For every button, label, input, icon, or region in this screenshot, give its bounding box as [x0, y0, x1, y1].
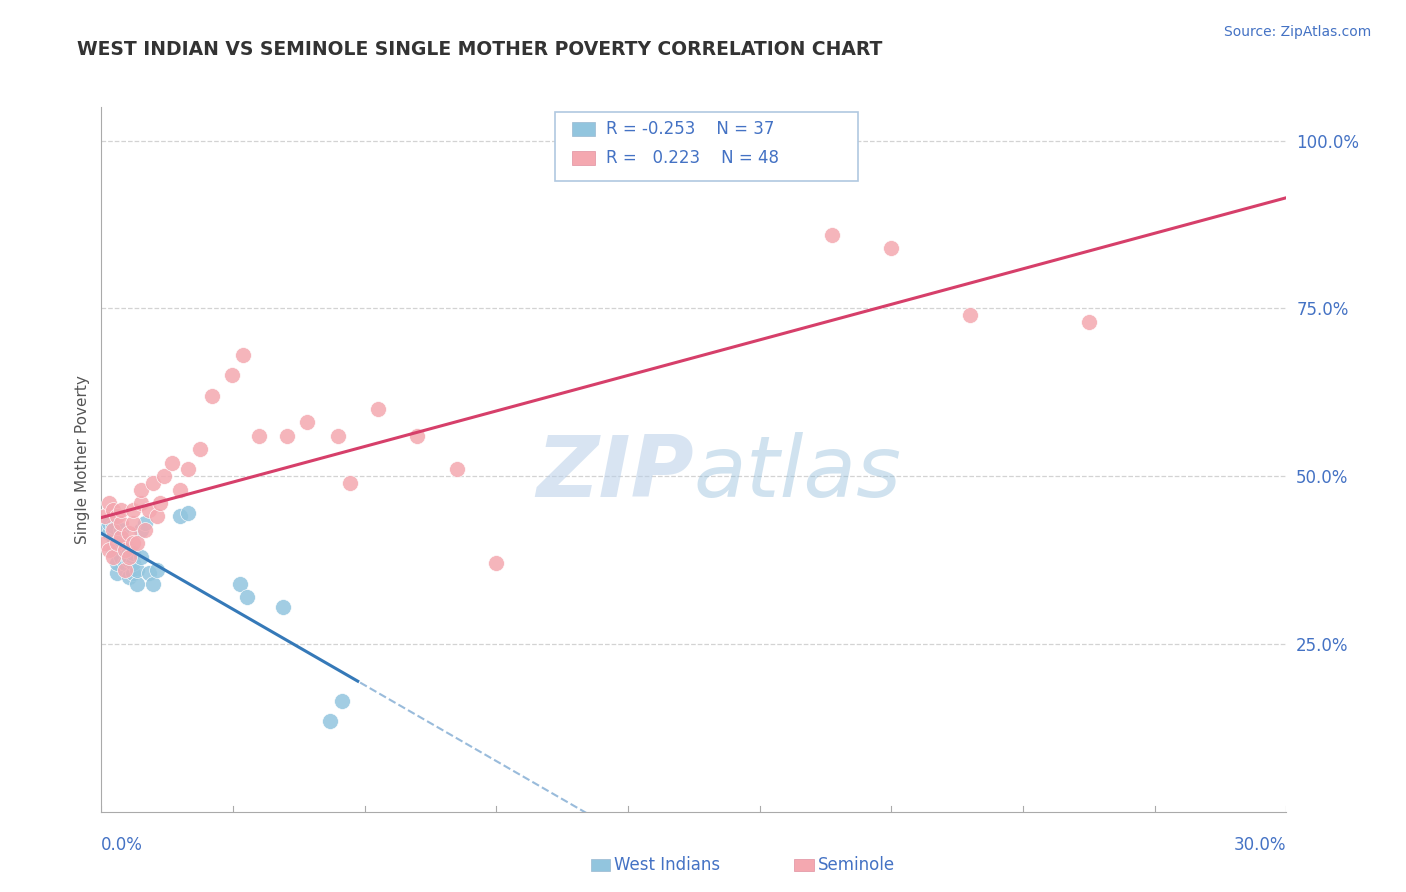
- Point: [134, 523, 156, 537]
- Point: [118, 553, 141, 567]
- Text: West Indians: West Indians: [614, 856, 720, 874]
- Point: [121, 566, 143, 581]
- Point: [169, 509, 191, 524]
- Point: [142, 475, 165, 490]
- Point: [129, 523, 152, 537]
- Point: [110, 523, 132, 537]
- Point: [114, 543, 136, 558]
- Point: [406, 429, 429, 443]
- Point: [98, 526, 121, 541]
- Point: [94, 509, 117, 524]
- Point: [271, 600, 294, 615]
- Point: [232, 348, 254, 362]
- Point: [330, 694, 353, 708]
- Point: [367, 402, 389, 417]
- Point: [149, 496, 172, 510]
- Point: [110, 516, 132, 530]
- Text: Seminole: Seminole: [818, 856, 896, 874]
- Point: [121, 557, 143, 571]
- Point: [114, 536, 136, 550]
- Point: [121, 502, 143, 516]
- Point: [105, 557, 128, 571]
- Point: [125, 576, 148, 591]
- Point: [118, 526, 141, 541]
- Point: [105, 566, 128, 581]
- Point: [138, 566, 160, 581]
- Point: [110, 530, 132, 544]
- Text: Source: ZipAtlas.com: Source: ZipAtlas.com: [1223, 25, 1371, 39]
- Text: WEST INDIAN VS SEMINOLE SINGLE MOTHER POVERTY CORRELATION CHART: WEST INDIAN VS SEMINOLE SINGLE MOTHER PO…: [77, 40, 883, 59]
- Point: [1078, 315, 1101, 329]
- Point: [98, 516, 121, 530]
- Point: [105, 536, 128, 550]
- Point: [821, 227, 844, 242]
- Point: [959, 308, 981, 322]
- Point: [129, 483, 152, 497]
- Point: [101, 549, 124, 564]
- Point: [145, 509, 167, 524]
- Point: [125, 563, 148, 577]
- Text: 30.0%: 30.0%: [1234, 837, 1286, 855]
- Y-axis label: Single Mother Poverty: Single Mother Poverty: [75, 375, 90, 544]
- Point: [138, 502, 160, 516]
- Text: R =   0.223    N = 48: R = 0.223 N = 48: [606, 149, 779, 167]
- Text: R = -0.253    N = 37: R = -0.253 N = 37: [606, 120, 775, 138]
- Point: [118, 543, 141, 558]
- Point: [188, 442, 211, 457]
- Point: [295, 416, 318, 430]
- Point: [319, 714, 342, 728]
- Point: [110, 533, 132, 547]
- Point: [101, 530, 124, 544]
- Point: [118, 549, 141, 564]
- Point: [328, 429, 350, 443]
- Point: [94, 536, 117, 550]
- Point: [276, 429, 298, 443]
- Point: [101, 523, 124, 537]
- Point: [201, 389, 224, 403]
- Point: [98, 543, 121, 558]
- Text: 0.0%: 0.0%: [101, 837, 143, 855]
- Point: [121, 546, 143, 560]
- Point: [446, 462, 468, 476]
- Point: [236, 590, 259, 604]
- Point: [880, 241, 903, 255]
- Point: [125, 536, 148, 550]
- Point: [105, 509, 128, 524]
- Point: [169, 483, 191, 497]
- Point: [485, 557, 508, 571]
- Point: [118, 570, 141, 584]
- Point: [162, 456, 184, 470]
- Point: [153, 469, 176, 483]
- Point: [129, 549, 152, 564]
- Point: [101, 519, 124, 533]
- Point: [114, 563, 136, 577]
- Point: [110, 549, 132, 564]
- Point: [228, 576, 250, 591]
- Point: [145, 563, 167, 577]
- Point: [114, 557, 136, 571]
- Point: [121, 536, 143, 550]
- Point: [110, 536, 132, 550]
- Point: [221, 368, 243, 383]
- Point: [121, 516, 143, 530]
- Point: [110, 502, 132, 516]
- Point: [101, 502, 124, 516]
- Point: [177, 506, 200, 520]
- Text: atlas: atlas: [695, 432, 901, 515]
- Point: [98, 496, 121, 510]
- Text: ZIP: ZIP: [536, 432, 695, 515]
- Point: [177, 462, 200, 476]
- Point: [101, 543, 124, 558]
- Point: [134, 516, 156, 530]
- Point: [142, 576, 165, 591]
- Point: [105, 540, 128, 554]
- Point: [94, 523, 117, 537]
- Point: [247, 429, 270, 443]
- Point: [129, 496, 152, 510]
- Point: [339, 475, 361, 490]
- Point: [114, 543, 136, 558]
